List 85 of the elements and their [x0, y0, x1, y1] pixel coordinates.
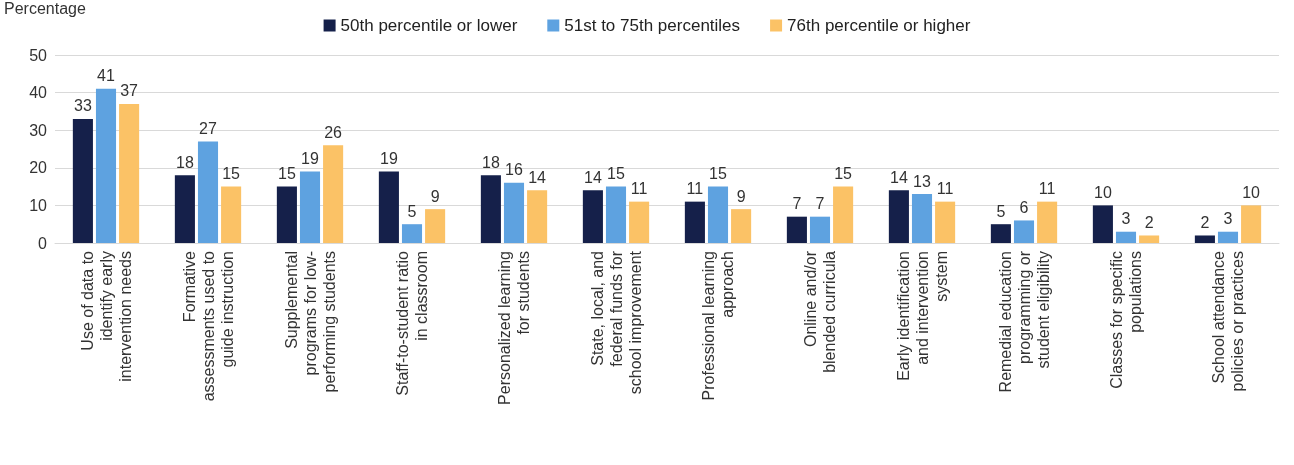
bar	[731, 209, 752, 243]
bar	[1217, 231, 1239, 243]
data-label: 16	[505, 161, 523, 179]
bar	[990, 224, 1011, 243]
data-label: 15	[222, 165, 241, 183]
data-label: 26	[324, 123, 343, 141]
data-label: 11	[1038, 180, 1056, 198]
bar	[401, 224, 423, 243]
data-label: 11	[936, 180, 954, 198]
legend-label: 76th percentile or higher	[787, 16, 971, 35]
bar	[809, 216, 831, 243]
y-tick-label: 50	[29, 46, 48, 64]
bar	[707, 186, 729, 243]
data-label: 3	[1121, 210, 1131, 228]
bar	[276, 186, 297, 243]
data-label: 7	[815, 195, 825, 213]
bar	[95, 88, 117, 243]
data-label: 2	[1200, 213, 1210, 231]
y-tick-label: 0	[38, 234, 48, 252]
data-label: 33	[74, 97, 92, 115]
bar	[1092, 205, 1113, 243]
bar	[629, 201, 650, 243]
bar	[197, 141, 219, 243]
bar	[1037, 201, 1058, 243]
bar	[503, 182, 525, 243]
y-tick-label: 40	[29, 84, 48, 102]
data-label: 11	[686, 180, 704, 198]
y-tick-label: 10	[29, 196, 48, 214]
data-label: 27	[199, 119, 217, 137]
data-label: 15	[278, 165, 296, 183]
bar	[480, 175, 501, 243]
bar	[174, 175, 195, 243]
bar	[605, 186, 627, 243]
legend-label: 50th percentile or lower	[340, 16, 518, 35]
data-label: 5	[407, 202, 417, 220]
data-label: 15	[607, 165, 625, 183]
data-label: 11	[630, 180, 648, 198]
data-label: 19	[380, 150, 398, 168]
data-label: 41	[97, 67, 115, 85]
data-label: 3	[1223, 210, 1233, 228]
data-label: 9	[430, 187, 440, 205]
data-label: 9	[736, 187, 746, 205]
legend-label: 51st to 75th percentiles	[564, 16, 741, 35]
bar	[1241, 205, 1262, 243]
data-label: 10	[1094, 183, 1112, 201]
y-tick-label: 30	[29, 121, 48, 139]
data-label: 14	[584, 168, 602, 186]
x-tick-label: Professional learning approach	[700, 251, 736, 401]
data-label: 13	[913, 172, 931, 190]
bar	[299, 171, 321, 243]
bar	[1013, 220, 1035, 243]
bar	[1139, 235, 1160, 243]
data-label: 15	[834, 165, 853, 183]
data-label: 14	[528, 168, 547, 186]
bar	[119, 103, 140, 243]
x-tick-label: Use of data to identify early intervention needs	[78, 250, 134, 382]
bar	[911, 194, 933, 243]
data-label: 15	[709, 165, 727, 183]
bar	[1194, 235, 1215, 243]
bar	[378, 171, 399, 243]
bar	[323, 145, 344, 243]
bar	[888, 190, 909, 243]
data-label: 14	[890, 168, 908, 186]
data-label: 6	[1019, 198, 1029, 216]
data-label: 5	[996, 202, 1006, 220]
bar	[786, 216, 807, 243]
bar	[833, 186, 854, 243]
y-axis-title: Percentage	[4, 0, 86, 17]
bar	[527, 190, 548, 243]
data-label: 2	[1144, 213, 1154, 231]
data-label: 37	[120, 82, 139, 100]
bar	[72, 118, 93, 243]
y-tick-label: 20	[29, 159, 48, 177]
x-tick-label: Early identification and intervention system	[894, 251, 950, 381]
bar	[221, 186, 242, 243]
data-label: 19	[301, 150, 319, 168]
bar	[582, 190, 603, 243]
data-label: 7	[792, 195, 802, 213]
bar	[935, 201, 956, 243]
bar	[425, 209, 446, 243]
data-label: 18	[482, 153, 500, 171]
data-label: 18	[176, 153, 194, 171]
data-label: 10	[1242, 183, 1261, 201]
bar	[1115, 231, 1137, 243]
bar	[684, 201, 705, 243]
